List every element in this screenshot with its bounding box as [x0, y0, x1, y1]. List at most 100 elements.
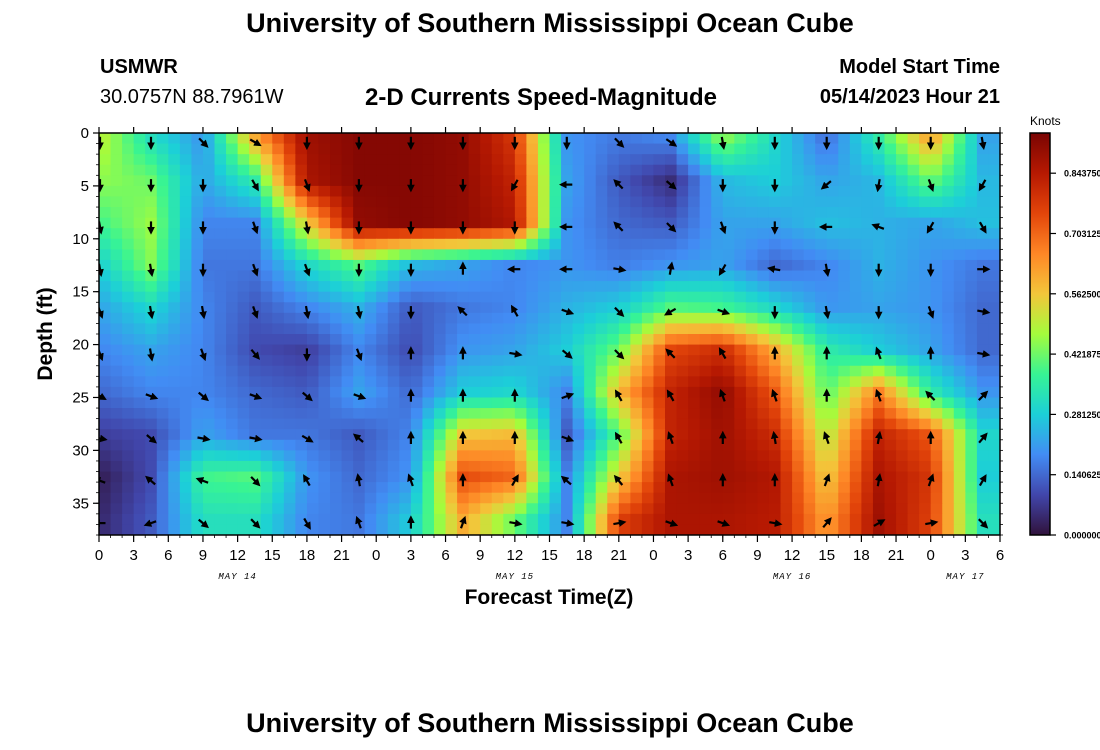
- heatmap-cell: [168, 323, 181, 335]
- heatmap-cell: [330, 281, 343, 293]
- heatmap-cell: [341, 270, 354, 282]
- current-vector-arrow: [510, 179, 519, 192]
- heatmap-cell: [607, 355, 620, 367]
- heatmap-cell: [641, 344, 655, 356]
- heatmap-cell: [422, 334, 435, 346]
- heatmap-cell: [99, 259, 112, 272]
- heatmap-cell: [480, 323, 493, 335]
- heatmap-cell: [179, 524, 193, 535]
- heatmap-cell: [387, 133, 400, 145]
- heatmap-cell: [792, 471, 805, 483]
- heatmap-cell: [953, 133, 966, 145]
- x-tick-label: 3: [129, 547, 137, 564]
- heatmap-cell: [780, 133, 793, 145]
- heatmap-cell: [584, 238, 597, 250]
- heatmap-cell: [133, 270, 146, 282]
- heatmap-cell: [653, 207, 666, 219]
- heatmap-cell: [780, 302, 793, 314]
- heatmap-cell: [226, 270, 239, 282]
- heatmap-cell: [803, 492, 816, 504]
- heatmap-cell: [133, 365, 146, 377]
- heatmap-cell: [838, 175, 851, 187]
- heatmap-cell: [584, 185, 597, 198]
- heatmap-cell: [688, 482, 701, 494]
- date-label: MAY 14: [218, 572, 256, 582]
- heatmap-cell: [618, 312, 631, 325]
- heatmap-cell: [537, 196, 551, 208]
- heatmap-cell: [976, 365, 990, 377]
- heatmap-cell: [237, 323, 250, 335]
- heatmap-cell: [468, 217, 481, 229]
- heatmap-cell: [803, 397, 816, 409]
- heatmap-cell: [711, 175, 724, 187]
- heatmap-cell: [976, 154, 990, 166]
- heatmap-cell: [110, 185, 123, 198]
- heatmap-cell: [272, 386, 285, 399]
- heatmap-cell: [468, 323, 481, 335]
- heatmap-cell: [410, 185, 424, 198]
- current-vector-arrow: [250, 348, 260, 360]
- heatmap-cell: [745, 175, 759, 187]
- heatmap-cell: [145, 281, 158, 293]
- heatmap-cell: [156, 164, 169, 176]
- heatmap-cell: [306, 249, 320, 261]
- x-tick-label: 6: [164, 547, 172, 564]
- heatmap-cell: [803, 281, 816, 293]
- heatmap-cell: [514, 460, 527, 473]
- heatmap-cell: [133, 175, 146, 187]
- heatmap-cell: [503, 238, 516, 250]
- heatmap-cell: [653, 355, 666, 367]
- heatmap-cell: [237, 482, 250, 494]
- heatmap-cell: [387, 365, 400, 377]
- heatmap-cell: [249, 439, 262, 451]
- heatmap-cell: [815, 291, 828, 303]
- heatmap-cell: [722, 334, 735, 346]
- heatmap-cell: [919, 503, 932, 515]
- heatmap-cell: [826, 270, 839, 282]
- heatmap-cell: [607, 133, 620, 145]
- heatmap-cell: [942, 397, 955, 409]
- heatmap-cell: [780, 291, 793, 303]
- heatmap-cell: [156, 281, 169, 293]
- heatmap-cell: [641, 154, 655, 166]
- heatmap-cell: [896, 259, 909, 272]
- heatmap-cell: [780, 312, 793, 325]
- heatmap-cell: [896, 524, 909, 535]
- heatmap-cell: [249, 344, 262, 356]
- heatmap-cell: [826, 524, 839, 535]
- heatmap-cell: [688, 196, 701, 208]
- heatmap-cell: [815, 503, 828, 515]
- heatmap-cell: [815, 175, 828, 187]
- x-tick-label: 3: [407, 547, 415, 564]
- heatmap-cell: [122, 460, 135, 473]
- heatmap-cell: [561, 355, 574, 367]
- current-vector-arrow: [820, 180, 832, 190]
- heatmap-cell: [191, 524, 204, 535]
- heatmap-cell: [399, 429, 412, 441]
- heatmap-cell: [653, 386, 666, 399]
- heatmap-cell: [168, 408, 181, 420]
- y-tick-label: 35: [72, 495, 89, 512]
- heatmap-cell: [133, 143, 146, 155]
- heatmap-cell: [653, 312, 666, 325]
- heatmap-cell: [202, 154, 216, 166]
- heatmap-cell: [826, 185, 839, 198]
- heatmap-cell: [364, 503, 377, 515]
- heatmap-cell: [549, 196, 562, 208]
- heatmap-cell: [688, 513, 701, 526]
- heatmap-cell: [387, 207, 400, 219]
- heatmap-cell: [364, 175, 377, 187]
- heatmap-cell: [757, 302, 770, 314]
- heatmap-cell: [722, 291, 735, 303]
- heatmap-cell: [872, 365, 886, 377]
- heatmap-cell: [780, 207, 793, 219]
- heatmap-cell: [861, 429, 874, 441]
- heatmap-cell: [572, 376, 585, 388]
- heatmap-cell: [734, 323, 747, 335]
- heatmap-cell: [202, 418, 216, 430]
- heatmap-cell: [734, 302, 747, 314]
- heatmap-cell: [168, 196, 181, 208]
- heatmap-cell: [757, 450, 770, 462]
- heatmap-cell: [341, 228, 354, 240]
- heatmap-cell: [976, 164, 990, 176]
